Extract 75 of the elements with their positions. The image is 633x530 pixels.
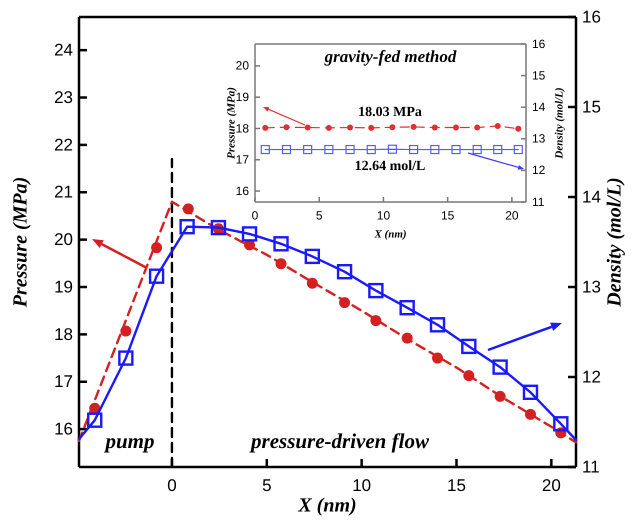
- point: [494, 390, 506, 402]
- y-tick-label: 18: [236, 121, 250, 136]
- y-tick-label: 20: [236, 58, 250, 73]
- y-axis-title: Pressure (MPa): [10, 176, 32, 308]
- x-tick-label: 10: [352, 476, 372, 496]
- y2-tick-label: 16: [532, 36, 546, 51]
- annotation: pump: [103, 428, 155, 453]
- point: [492, 359, 508, 375]
- point: [399, 300, 415, 316]
- y2-tick-label: 12: [532, 163, 546, 178]
- point: [524, 408, 536, 420]
- point: [463, 370, 474, 382]
- y2-axis-title: Density (mol/L): [604, 177, 626, 308]
- point: [304, 248, 320, 264]
- point: [179, 219, 195, 234]
- y-tick-label: 17: [236, 152, 250, 167]
- annotation: pressure-driven flow: [249, 428, 430, 453]
- point: [273, 236, 289, 252]
- y-tick-label: 22: [54, 135, 73, 154]
- point: [118, 350, 134, 366]
- point: [432, 352, 444, 364]
- y-tick-label: 21: [54, 182, 73, 202]
- point: [370, 315, 382, 326]
- point: [151, 242, 162, 254]
- x-tick-label: 5: [262, 476, 272, 496]
- point: [430, 317, 446, 332]
- point: [461, 338, 477, 354]
- y2-tick-label: 14: [532, 100, 546, 114]
- y2-tick-label: 13: [582, 277, 601, 296]
- point: [339, 297, 350, 308]
- y-tick-label: 23: [54, 88, 73, 107]
- annotation: 12.64 mol/L: [354, 159, 426, 174]
- annotation: 18.03 MPa: [358, 105, 422, 120]
- x-tick-label: 20: [542, 476, 561, 496]
- y-tick-label: 19: [54, 277, 73, 296]
- y-tick-label: 20: [54, 230, 73, 250]
- y2-tick-label: 11: [532, 194, 545, 209]
- point: [120, 326, 132, 337]
- point: [242, 226, 258, 242]
- y-tick-label: 19: [236, 90, 250, 104]
- x-tick-label: 10: [376, 208, 390, 223]
- y-tick-label: 18: [54, 324, 73, 344]
- x-tick-label: 0: [167, 476, 177, 496]
- y-axis-title: Pressure (MPa): [226, 87, 238, 159]
- y2-tick-label: 12: [582, 367, 601, 386]
- x-tick-label: 0: [252, 208, 259, 223]
- x-axis-title: X (nm): [373, 228, 407, 241]
- point: [306, 278, 318, 289]
- y2-axis-title: Density (mol/L): [554, 87, 566, 160]
- point: [210, 220, 226, 236]
- point: [336, 264, 352, 280]
- y-tick-label: 16: [54, 420, 73, 439]
- x-tick-label: 15: [447, 476, 466, 496]
- y2-tick-label: 11: [582, 457, 600, 476]
- point: [522, 384, 538, 400]
- y2-tick-label: 14: [582, 187, 601, 206]
- point: [148, 268, 164, 284]
- y-tick-label: 16: [236, 184, 250, 198]
- x-tick-label: 5: [316, 208, 323, 223]
- x-axis-title: X (nm): [297, 494, 357, 517]
- x-tick-label: 20: [505, 208, 519, 223]
- y-tick-label: 17: [54, 372, 73, 392]
- point: [402, 332, 413, 344]
- y2-tick-label: 13: [532, 132, 546, 146]
- point: [553, 416, 569, 432]
- chart-title: gravity-fed method: [324, 46, 457, 66]
- y2-tick-label: 15: [582, 97, 601, 116]
- y2-tick-label: 15: [532, 68, 546, 82]
- point: [368, 282, 384, 298]
- y-tick-label: 24: [54, 40, 73, 60]
- point: [182, 203, 194, 214]
- x-tick-label: 15: [440, 208, 455, 223]
- y2-tick-label: 16: [582, 7, 601, 26]
- point: [87, 412, 102, 428]
- point: [276, 258, 287, 270]
